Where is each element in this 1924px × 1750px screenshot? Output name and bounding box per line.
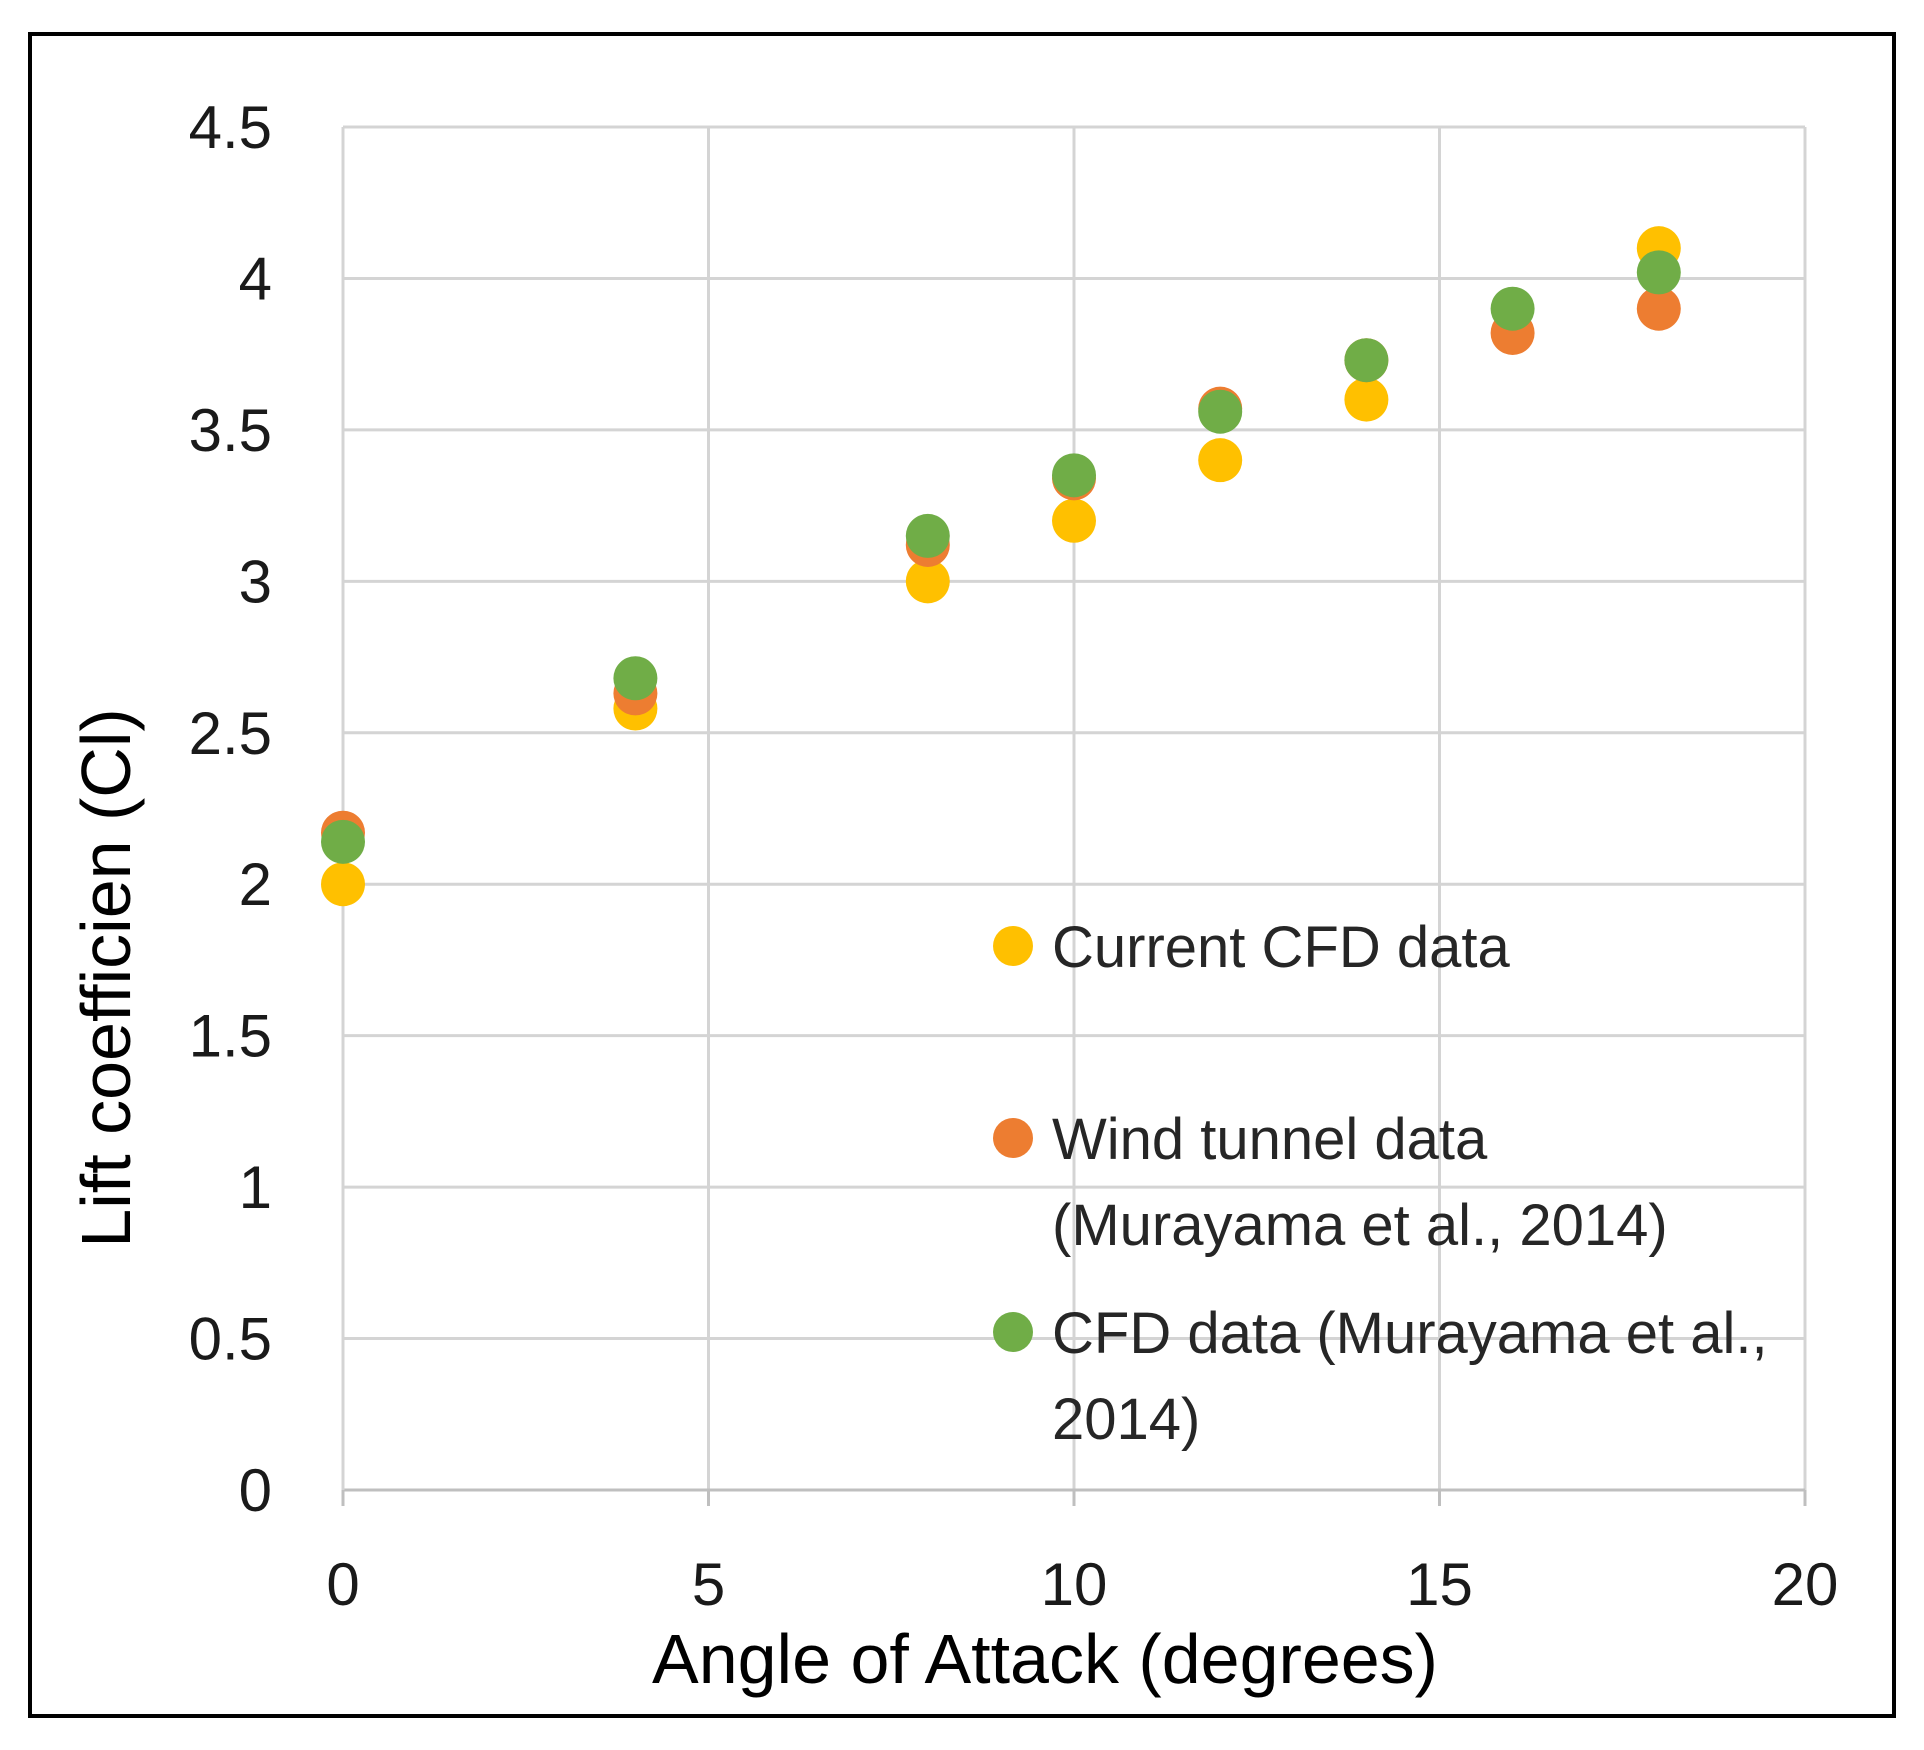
y-tick-label: 1.5 (189, 1003, 272, 1070)
y-tick-label: 0.5 (189, 1306, 272, 1373)
data-point (1344, 338, 1389, 383)
data-point (1636, 286, 1681, 331)
legend-label: (Murayama et al., 2014) (1052, 1193, 1668, 1258)
data-point (905, 559, 950, 604)
data-point (1490, 286, 1535, 331)
data-point (1198, 438, 1243, 483)
legend-marker (993, 1312, 1033, 1352)
data-point (1052, 498, 1096, 543)
y-tick-label: 4.5 (189, 94, 272, 161)
data-series (321, 226, 1681, 907)
x-tick-label: 20 (1772, 1551, 1839, 1618)
grid (343, 125, 1807, 1490)
figure-frame (28, 32, 1896, 1718)
y-tick-label: 3.5 (189, 397, 272, 464)
data-point (1052, 453, 1096, 498)
legend-label: Current CFD data (1052, 915, 1510, 980)
data-point (321, 819, 365, 864)
axes (341, 127, 1807, 1506)
legend-marker (993, 1118, 1033, 1158)
legend-label: Wind tunnel data (1052, 1107, 1488, 1172)
series-3 (321, 250, 1681, 864)
y-tick-label: 2 (239, 851, 272, 918)
y-tick-label: 2.5 (189, 700, 272, 767)
legend-label: 2014) (1052, 1387, 1200, 1452)
y-tick-label: 0 (239, 1457, 272, 1524)
tick-labels: 0 0.5 1 1.5 2 2.5 3 3.5 4 4.5 0 5 10 15 20 (189, 94, 1839, 1618)
data-point (613, 656, 658, 701)
legend-label: CFD data (Murayama et al., (1052, 1301, 1768, 1366)
data-point (1344, 377, 1389, 422)
legend-item-1: Current CFD data (993, 915, 1510, 980)
x-tick-label: 15 (1406, 1551, 1473, 1618)
x-tick-label: 10 (1041, 1551, 1108, 1618)
legend-item-3: CFD data (Murayama et al., 2014) (993, 1301, 1768, 1452)
y-tick-label: 3 (239, 548, 272, 615)
series-1 (321, 226, 1681, 907)
legend-item-2: Wind tunnel data (Murayama et al., 2014) (993, 1107, 1668, 1258)
data-point (1198, 389, 1243, 434)
y-axis-title: Lift coefficien (Cl) (67, 708, 145, 1247)
x-axis-title: Angle of Attack (degrees) (652, 1620, 1438, 1698)
data-point (321, 862, 365, 907)
y-tick-label: 1 (239, 1154, 272, 1221)
legend-marker (993, 926, 1033, 966)
legend: Current CFD data Wind tunnel data (Murayam… (993, 915, 1768, 1452)
x-tick-label: 0 (326, 1551, 359, 1618)
x-tick-label: 5 (692, 1551, 725, 1618)
data-point (1636, 250, 1681, 295)
data-point (905, 513, 950, 558)
y-tick-label: 4 (239, 245, 272, 312)
